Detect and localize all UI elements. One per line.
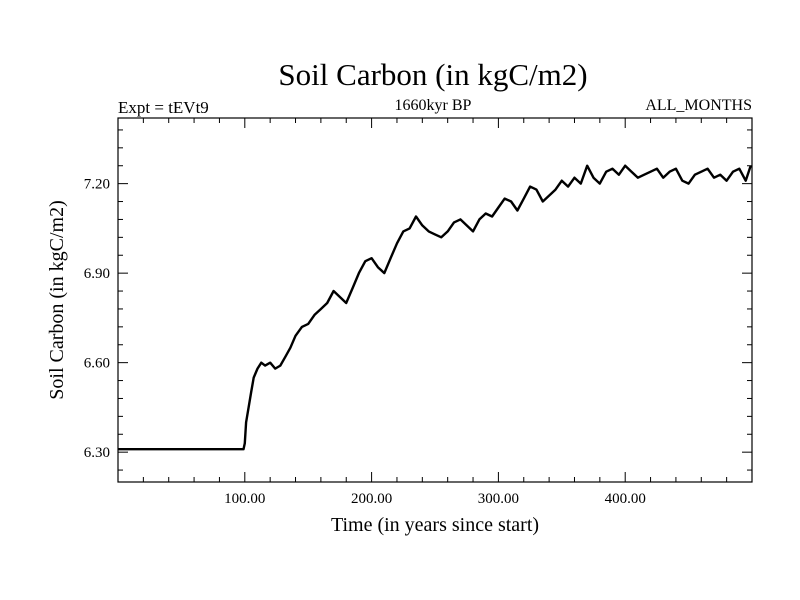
y-tick-labels: 6.30 6.60 6.90 7.20 [84, 177, 110, 462]
y-tick-label: 6.90 [84, 266, 110, 282]
chart-title: Soil Carbon (in kgC/m2) [278, 57, 587, 92]
plot-frame [117, 117, 753, 483]
x-tick-label: 300.00 [478, 491, 519, 507]
x-tick-label: 400.00 [605, 491, 646, 507]
y-axis-label: Soil Carbon (in kgC/m2) [46, 200, 68, 399]
axis-ticks [118, 118, 752, 482]
x-tick-label: 100.00 [224, 491, 265, 507]
x-tick-label: 200.00 [351, 491, 392, 507]
months-label: ALL_MONTHS [645, 97, 752, 114]
series-group [118, 164, 752, 451]
y-tick-label: 6.60 [84, 356, 110, 372]
period-label: 1660kyr BP [395, 97, 472, 114]
y-tick-label: 7.20 [84, 177, 110, 193]
y-tick-label: 6.30 [84, 445, 110, 461]
x-tick-labels: 100.00 200.00 300.00 400.00 [224, 491, 646, 507]
soil-carbon-series-line [118, 164, 752, 451]
experiment-label: Expt = tEVt9 [118, 98, 209, 117]
x-axis-label: Time (in years since start) [331, 514, 539, 536]
